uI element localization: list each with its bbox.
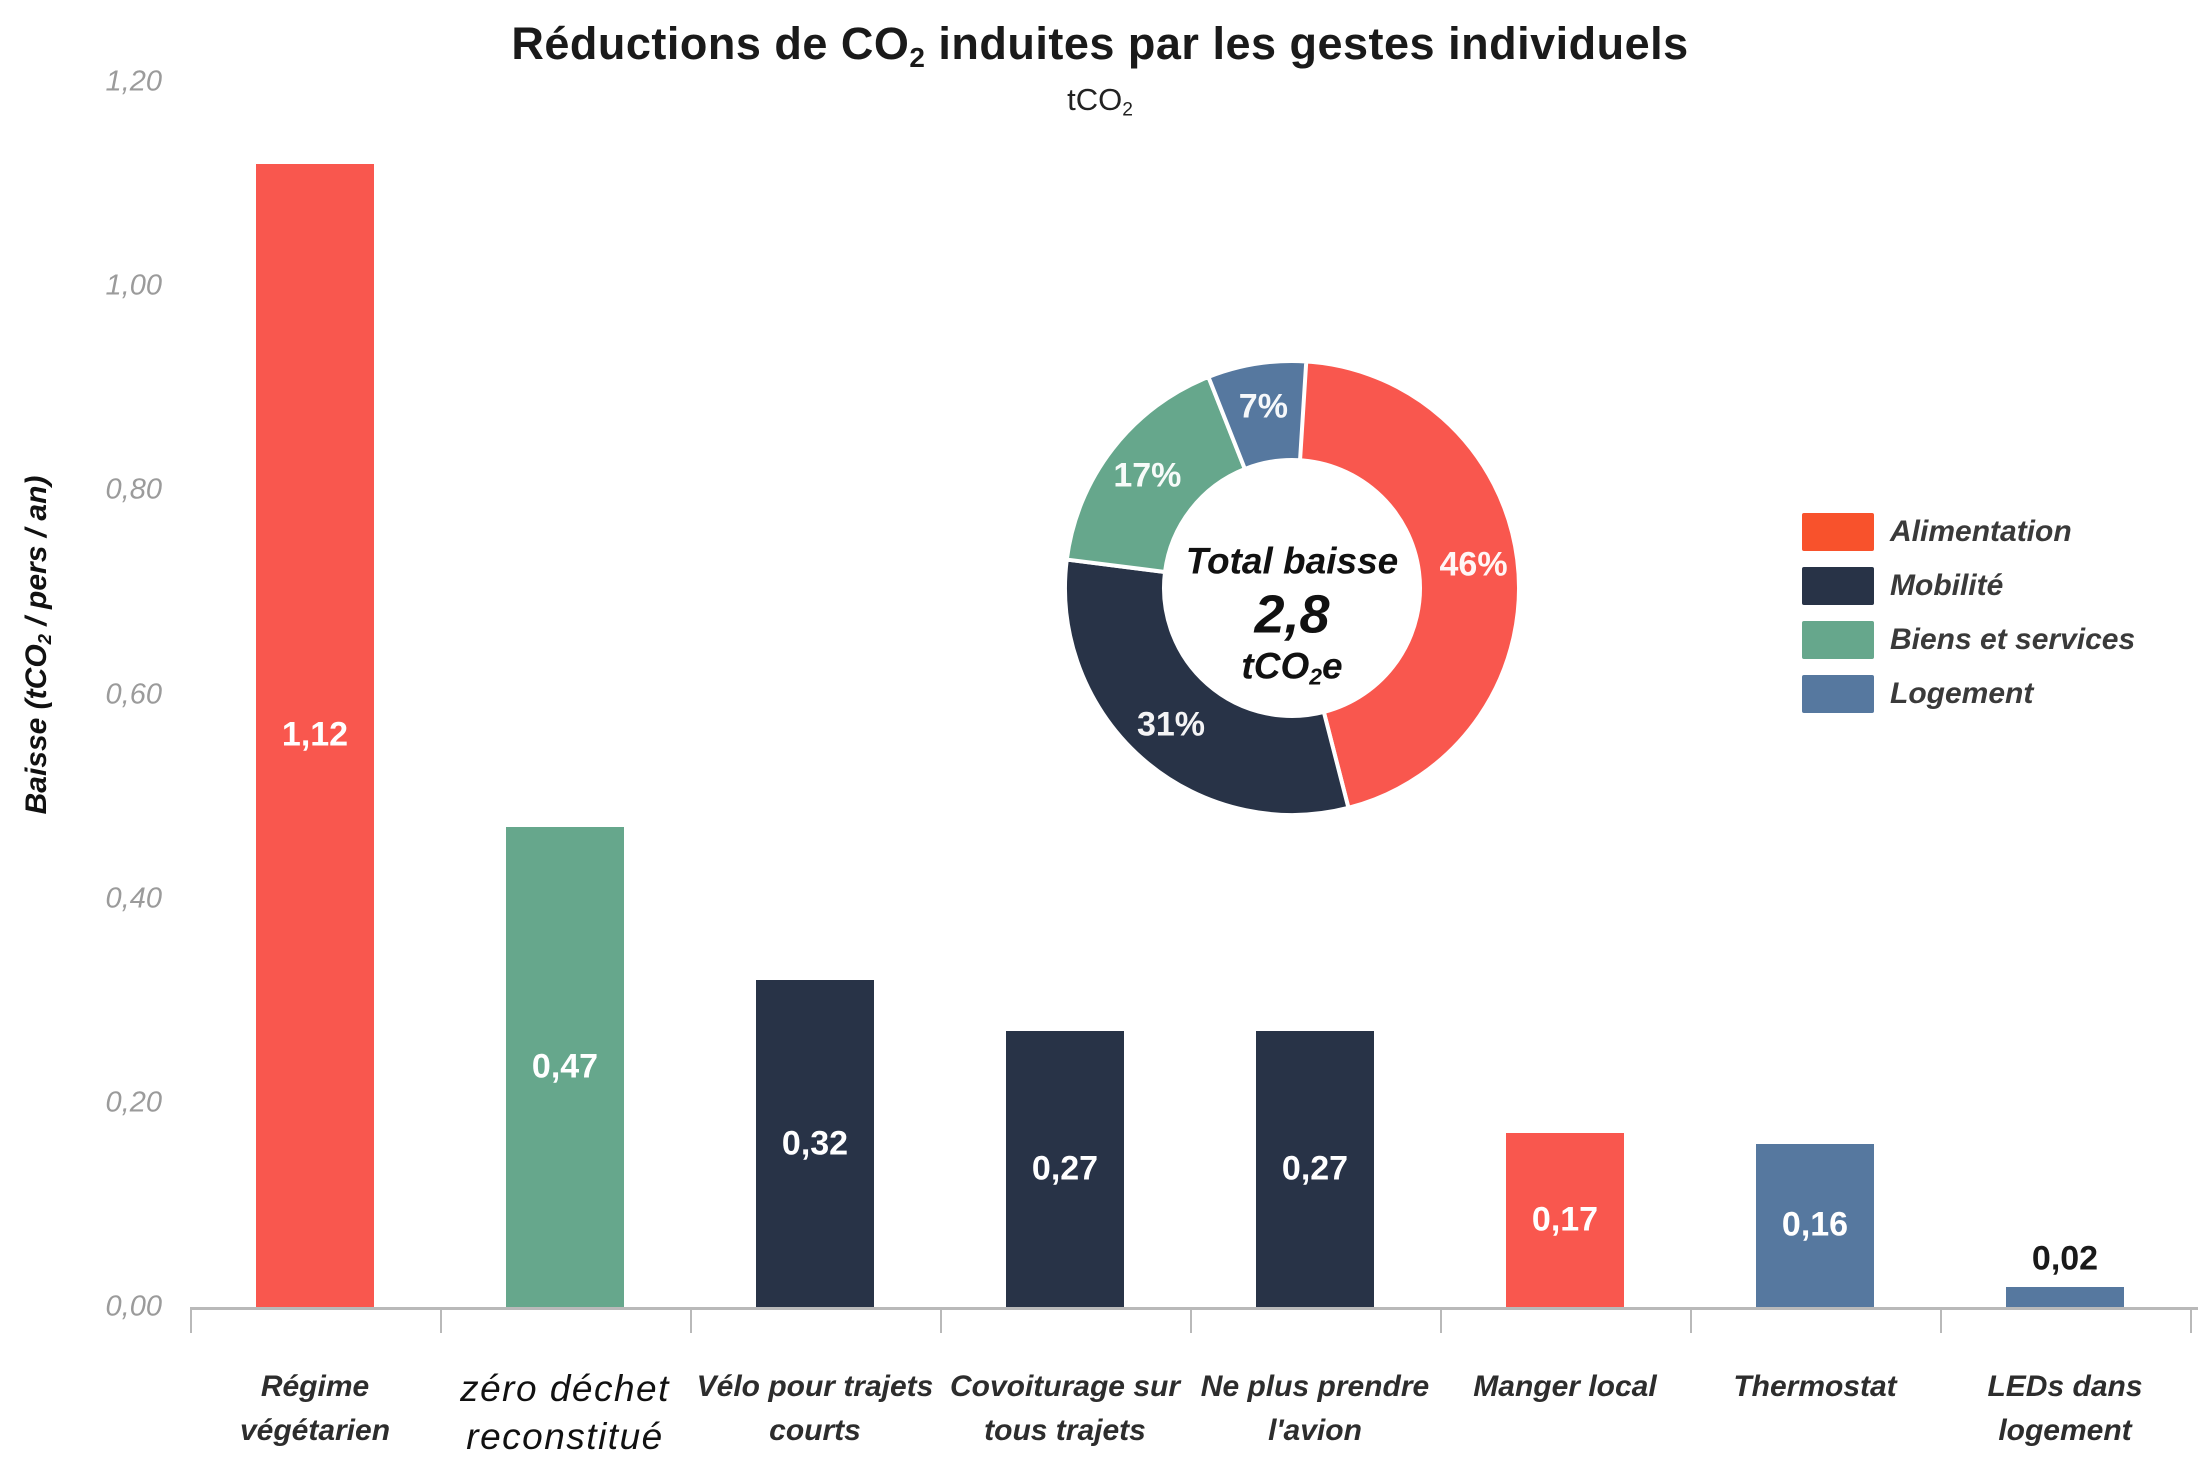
donut-slice-alimentation: [1290, 358, 1521, 811]
x-category-label: Manger local: [1473, 1370, 1657, 1403]
donut-chart: [1063, 358, 1521, 817]
bar-1: [256, 163, 374, 1307]
x-category-label: LEDs dans logement: [1987, 1370, 2143, 1447]
chart-title-subscript: 2: [909, 41, 926, 73]
legend-label: Mobilité: [1890, 569, 2004, 602]
legend-label: Logement: [1890, 677, 2034, 710]
donut-percent-label: 7%: [1238, 387, 1288, 426]
x-category-label: Régime végétarien: [239, 1370, 391, 1447]
bar-5: [1256, 1031, 1374, 1307]
x-axis-tick: [2190, 1307, 2192, 1333]
x-category-label: Vélo pour trajets courts: [696, 1370, 934, 1447]
donut-center-text: Total baisse 2,8 tCO2e: [1186, 540, 1398, 689]
x-category-label: Thermostat: [1733, 1370, 1897, 1403]
x-category-label: Covoiturage sur tous trajets: [949, 1370, 1181, 1447]
bar-6: [1506, 1133, 1624, 1307]
chart-title: Réductions de CO2 induites par les geste…: [0, 18, 2200, 74]
bar-7: [1756, 1143, 1874, 1307]
y-tick-label: 0,40: [105, 882, 162, 915]
y-axis-title-text: Baisse (tCO: [19, 644, 53, 815]
x-axis-tick: [1940, 1307, 1942, 1333]
donut-percent-label: 31%: [1136, 705, 1205, 744]
y-axis-title: Baisse (tCO2 / pers / an): [20, 476, 56, 815]
bar-value-label: 1,12: [281, 715, 349, 754]
x-axis-line: [190, 1307, 2198, 1310]
legend-swatch: [1802, 675, 1874, 713]
x-category-label: zéro déchet reconstitué: [460, 1368, 670, 1457]
x-axis-tick: [190, 1307, 192, 1333]
chart-title-text: Réductions de CO: [511, 18, 910, 69]
donut-percent-label: 46%: [1439, 545, 1508, 584]
bar-value-label: 0,16: [1781, 1205, 1849, 1244]
legend-swatch: [1802, 567, 1874, 605]
x-axis-tick: [1440, 1307, 1442, 1333]
bar-3: [756, 980, 874, 1307]
bar-value-label: 0,27: [1031, 1149, 1099, 1188]
chart-subtitle-text: tCO: [1067, 82, 1123, 117]
chart-title-text-2: induites par les gestes individuels: [925, 18, 1689, 69]
donut-center-line2: 2,8: [1254, 583, 1330, 644]
donut-center-line3: tCO2e: [1241, 644, 1343, 690]
donut-slice-mobilite: [1063, 557, 1351, 817]
y-tick-label: 1,20: [105, 65, 162, 98]
bar-value-label: 0,32: [781, 1124, 849, 1163]
y-tick-label: 0,00: [105, 1290, 162, 1323]
bar-value-label: 0,47: [531, 1047, 599, 1086]
chart-subtitle: tCO2: [0, 82, 2200, 121]
bar-value-label: 0,27: [1281, 1149, 1349, 1188]
y-tick-label: 0,60: [105, 678, 162, 710]
bar-value-label: 0,02: [2031, 1239, 2099, 1278]
y-tick-label: 0,80: [105, 473, 162, 506]
y-axis-title-subscript: 2: [34, 633, 56, 645]
bar-value-label: 0,17: [1531, 1200, 1599, 1239]
bar-2: [506, 827, 624, 1307]
legend-label: Alimentation: [1890, 515, 2072, 548]
bar-8: [2006, 1286, 2124, 1307]
x-axis-tick: [690, 1307, 692, 1333]
legend-label: Biens et services: [1890, 623, 2136, 656]
x-axis-tick: [440, 1307, 442, 1333]
donut-center-line1: Total baisse: [1185, 540, 1399, 582]
y-tick-label: 1,00: [105, 269, 162, 302]
donut-slice-logement: [1205, 359, 1309, 472]
x-axis-tick: [940, 1307, 942, 1333]
legend-swatch: [1802, 513, 1874, 551]
x-category-label: Ne plus prendre l'avion: [1200, 1370, 1430, 1447]
legend-swatch: [1802, 621, 1874, 659]
chart-subtitle-subscript: 2: [1122, 99, 1133, 121]
x-axis-tick: [1690, 1307, 1692, 1333]
donut-percent-label: 17%: [1113, 456, 1182, 495]
donut-slice-biens_et_services: [1064, 374, 1248, 575]
y-tick-label: 0,20: [105, 1086, 162, 1119]
x-axis-tick: [1190, 1307, 1192, 1333]
bar-4: [1006, 1031, 1124, 1307]
